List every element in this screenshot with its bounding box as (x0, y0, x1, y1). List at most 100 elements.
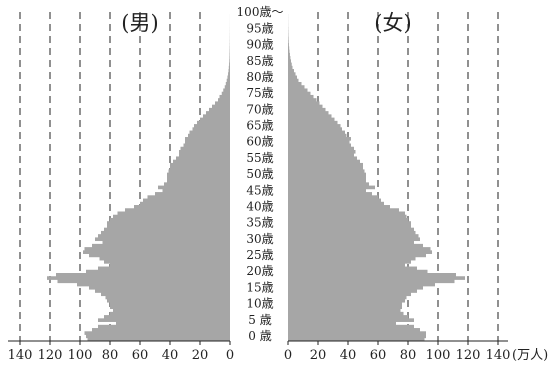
male-bar (98, 318, 230, 322)
female-bar (288, 153, 354, 157)
male-bar (179, 153, 230, 157)
female-bar (288, 240, 414, 245)
male-bar (158, 185, 230, 190)
male-tick-label: 120 (38, 348, 63, 363)
female-tick-label: 120 (456, 348, 481, 363)
female-bar (288, 59, 291, 63)
male-tick-label: 140 (8, 348, 33, 363)
male-bar (164, 182, 230, 186)
age-label: 90歳 (246, 38, 273, 52)
male-bar (105, 295, 230, 300)
male-bar (170, 162, 230, 167)
female-bar (288, 146, 354, 151)
female-bar (288, 69, 294, 73)
male-bar (99, 256, 230, 261)
female-tick-label: 100 (426, 348, 451, 363)
female-bar (288, 114, 332, 119)
male-bar (203, 114, 230, 119)
female-bar (288, 137, 351, 141)
male-bar (206, 111, 230, 115)
unit-label: (万人) (512, 348, 548, 363)
female-bar (288, 315, 408, 319)
female-bar (288, 337, 425, 342)
male-bar (86, 334, 230, 339)
male-bar (92, 243, 230, 248)
male-bar (110, 302, 230, 306)
age-label: 20歳 (246, 264, 273, 278)
male-bar (183, 143, 230, 148)
female-bar (288, 321, 396, 326)
age-label: 65歳 (246, 119, 273, 133)
age-label: 35歳 (246, 216, 273, 230)
female-bar (288, 298, 405, 303)
male-bar (185, 137, 230, 141)
male-bar (84, 331, 230, 335)
female-bar (288, 188, 366, 193)
male-bar (212, 104, 230, 109)
female-bar (288, 91, 311, 96)
female-bar (288, 111, 329, 115)
female-tick-label: 20 (310, 348, 327, 363)
male-bar (229, 62, 230, 67)
male-bar (56, 273, 230, 277)
male-bar (167, 172, 230, 177)
male-bar (89, 253, 230, 258)
male-bar (228, 69, 230, 73)
female-bar (288, 62, 292, 67)
age-label: 25歳 (246, 248, 273, 262)
male-bar (89, 285, 230, 290)
female-bar (288, 120, 338, 125)
female-bar (288, 85, 305, 89)
female-bar (288, 140, 350, 144)
female-bar (288, 311, 404, 316)
male-bar (140, 201, 230, 206)
male-bar (107, 298, 230, 303)
male-bar (102, 240, 230, 245)
female-bar (288, 43, 289, 47)
male-bar (209, 107, 230, 112)
male-bar (185, 140, 230, 144)
female-bar (288, 273, 456, 277)
male-bar (86, 269, 230, 274)
male-bar (194, 124, 230, 128)
age-label: 40歳 (246, 199, 273, 213)
female-bar (288, 279, 455, 284)
female-tick-label: 80 (400, 348, 417, 363)
male-bar (200, 117, 230, 122)
female-bar (288, 124, 341, 128)
male-bar (155, 192, 230, 196)
male-bar (167, 175, 230, 180)
female-bar (288, 39, 289, 44)
female-bar (288, 98, 317, 102)
male-bar (170, 166, 230, 170)
male-bar (116, 321, 230, 326)
age-labels: 0 歳 5 歳 10歳 15歳 20歳 25歳 30歳 35歳 40歳 45歳 50歳 55歳 60歳 6… (237, 5, 284, 343)
age-label: 0 歳 (248, 329, 271, 343)
age-label: 55歳 (246, 151, 273, 165)
male-bar (192, 127, 230, 131)
male-bar (197, 120, 230, 125)
male-bar (57, 279, 230, 284)
male-bar (98, 234, 230, 238)
male-bar (92, 328, 230, 332)
female-bar (288, 263, 405, 267)
age-label: 80歳 (246, 70, 273, 84)
female-bar (288, 46, 290, 51)
age-label: 85歳 (246, 54, 273, 68)
female-bar (288, 75, 297, 80)
male-bar (215, 101, 230, 106)
male-bar (104, 315, 230, 319)
age-label: 75歳 (246, 86, 273, 100)
female-bar (288, 234, 419, 238)
female-bar (288, 282, 435, 287)
male-bar (147, 195, 230, 199)
male-tick-label: 0 (226, 348, 234, 363)
female-bar (288, 214, 407, 219)
female-bar (288, 88, 308, 93)
female-bar (288, 285, 423, 290)
male-bar (173, 159, 230, 164)
female-bar (288, 308, 401, 313)
female-bar (288, 192, 372, 196)
male-bar (101, 230, 230, 235)
age-label: 15歳 (246, 280, 273, 294)
